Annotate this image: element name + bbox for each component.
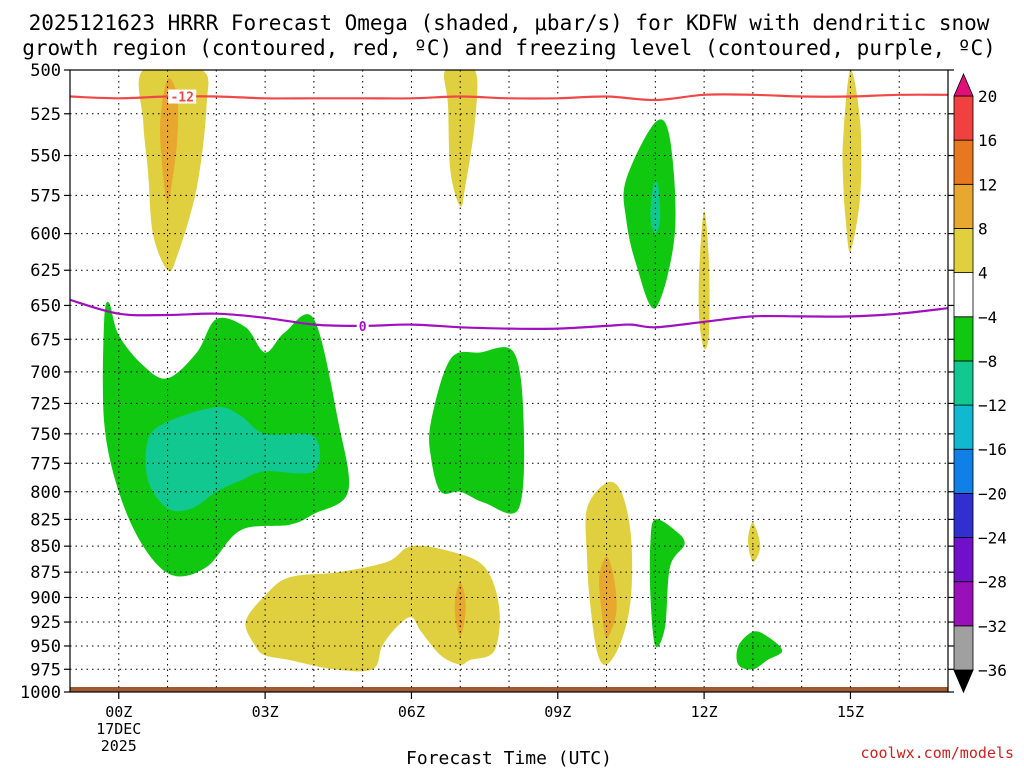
omega-region-up-green-13 xyxy=(736,631,783,670)
y-tick-label: 675 xyxy=(30,330,61,350)
y-tick-label: 825 xyxy=(30,510,61,530)
colorbar-tick-label: −28 xyxy=(978,573,1007,592)
colorbar-tick-label: −24 xyxy=(978,529,1007,548)
colorbar-tick-label: −8 xyxy=(978,352,997,371)
purple-contour-label: 0 xyxy=(359,320,367,335)
omega-region-down-yellow-15 xyxy=(842,70,862,252)
colorbar-tick-label: −16 xyxy=(978,440,1007,459)
colorbar-arrow-top xyxy=(953,72,974,97)
colorbar-tick-label: 12 xyxy=(978,175,997,194)
credit-text: coolwx.com/models xyxy=(860,744,1014,762)
x-date-label-1: 17DEC xyxy=(96,720,141,738)
y-tick-label: 1000 xyxy=(20,683,61,703)
x-axis-label: Forecast Time (UTC) xyxy=(406,748,612,768)
y-axis: 500 525 550 575 600 625 650 675 700 725 750 775 800 8… xyxy=(20,61,954,703)
x-tick-label: 15Z xyxy=(837,703,864,721)
plot-grid xyxy=(69,70,949,692)
colorbar-segment xyxy=(953,404,974,450)
colorbar-segment xyxy=(953,537,974,583)
colorbar: 20 16 12 8 4 −4 −8 −12 −16 −20 −24 −28 −32 −36 xyxy=(953,72,1007,694)
y-tick-label: 550 xyxy=(30,147,61,167)
x-tick-label: 09Z xyxy=(544,703,571,721)
x-tick-label: 03Z xyxy=(252,703,279,721)
colorbar-segment xyxy=(953,228,974,274)
colorbar-segment xyxy=(953,316,974,362)
colorbar-tick-label: −12 xyxy=(978,396,1007,415)
x-tick-label: 06Z xyxy=(398,703,425,721)
y-tick-label: 650 xyxy=(30,296,61,316)
chart-title-line-2: growth region (contoured, red, ºC) and f… xyxy=(22,36,996,60)
colorbar-segment xyxy=(953,95,974,141)
y-tick-label: 875 xyxy=(30,563,61,583)
purple-contour-label-bg xyxy=(356,318,369,333)
colorbar-segment xyxy=(953,448,974,494)
y-tick-label: 900 xyxy=(30,588,61,608)
purple-contour-line xyxy=(70,298,948,330)
colorbar-tick-label: −20 xyxy=(978,484,1007,503)
colorbar-tick-label: 8 xyxy=(978,220,988,239)
colorbar-segment xyxy=(953,492,974,538)
colorbar-tick-label: −32 xyxy=(978,617,1007,636)
y-tick-label: 850 xyxy=(30,537,61,557)
omega-region-up-green-07 xyxy=(429,347,525,514)
omega-region-down-orange-01 xyxy=(160,77,179,204)
colorbar-segment xyxy=(953,581,974,627)
y-tick-label: 575 xyxy=(30,186,61,206)
colorbar-tick-label: −36 xyxy=(978,661,1007,680)
colorbar-tick-label: 4 xyxy=(978,264,988,283)
omega-region-down-yellow-13 xyxy=(748,522,761,562)
colorbar-segment xyxy=(953,625,974,671)
colorbar-segment xyxy=(953,272,974,318)
y-tick-label: 625 xyxy=(30,261,61,281)
red-contour-label-bg xyxy=(168,89,197,104)
omega-region-up-teal-main xyxy=(145,406,320,512)
omega-region-down-yellow-07 xyxy=(443,70,478,207)
y-tick-label: 925 xyxy=(30,613,61,633)
colorbar-segment xyxy=(953,139,974,185)
colorbar-tick-label: −4 xyxy=(978,308,997,327)
y-tick-label: 800 xyxy=(30,483,61,503)
y-tick-label: 525 xyxy=(30,105,61,125)
x-date-label-2: 2025 xyxy=(101,737,137,755)
y-tick-label: 750 xyxy=(30,425,61,445)
y-tick-label: 775 xyxy=(30,454,61,474)
y-tick-label: 600 xyxy=(30,225,61,245)
temperature-contours: -12 0 xyxy=(70,89,948,335)
y-tick-label: 725 xyxy=(30,394,61,414)
y-tick-label: 500 xyxy=(30,61,61,81)
colorbar-tick-label: 16 xyxy=(978,131,997,150)
colorbar-segment xyxy=(953,360,974,406)
omega-shading xyxy=(70,70,948,692)
colorbar-arrow-bottom xyxy=(953,669,974,694)
x-tick-label: 12Z xyxy=(691,703,718,721)
omega-region-down-yellow-lower xyxy=(245,545,500,672)
plot-frame xyxy=(69,69,949,693)
x-tick-label: 00Z xyxy=(105,703,132,721)
omega-region-up-green-11b xyxy=(649,519,685,648)
chart-title-line-1: 2025121623 HRRR Forecast Omega (shaded, … xyxy=(29,11,990,35)
colorbar-tick-label: 20 xyxy=(978,87,997,106)
y-tick-label: 975 xyxy=(30,660,61,680)
y-tick-label: 950 xyxy=(30,637,61,657)
omega-region-down-orange-10 xyxy=(599,556,617,639)
red-contour-label: -12 xyxy=(170,91,193,106)
omega-region-up-green-11 xyxy=(623,119,676,309)
colorbar-segment xyxy=(953,183,974,229)
y-tick-label: 700 xyxy=(30,363,61,383)
surface-band xyxy=(70,687,948,692)
red-contour-line xyxy=(70,93,948,102)
